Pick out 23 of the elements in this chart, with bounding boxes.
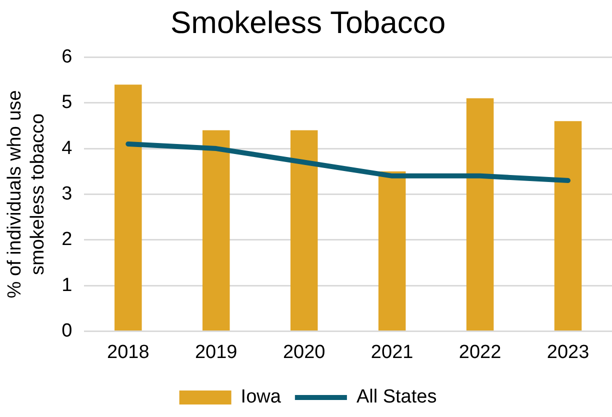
legend-label: All States (356, 386, 437, 408)
x-tick-label: 2018 (107, 342, 150, 363)
x-tick-label: 2019 (194, 342, 238, 363)
x-tick-label: 2022 (458, 342, 502, 363)
bar (466, 98, 494, 330)
y-tick-label: 0 (62, 320, 72, 342)
x-tick-label: 2023 (546, 342, 590, 363)
bar (114, 84, 142, 330)
x-tick-label: 2020 (282, 342, 326, 363)
chart-title: Smokeless Tobacco (170, 5, 446, 40)
y-tick-label: 1 (62, 274, 72, 296)
y-tick-label: 3 (62, 183, 72, 204)
y-axis-title: % of individuals who use smokeless tobacco (4, 90, 48, 298)
bar (554, 121, 582, 330)
bar (202, 130, 230, 330)
y-tick-label: 2 (62, 229, 72, 250)
bar (378, 171, 406, 330)
y-tick-label: 6 (62, 46, 72, 68)
y-tick-label: 5 (62, 92, 72, 114)
x-tick-label: 2021 (370, 342, 414, 363)
legend-label: Iowa (240, 386, 282, 408)
y-tick-label: 4 (62, 138, 73, 159)
bar (290, 130, 318, 330)
